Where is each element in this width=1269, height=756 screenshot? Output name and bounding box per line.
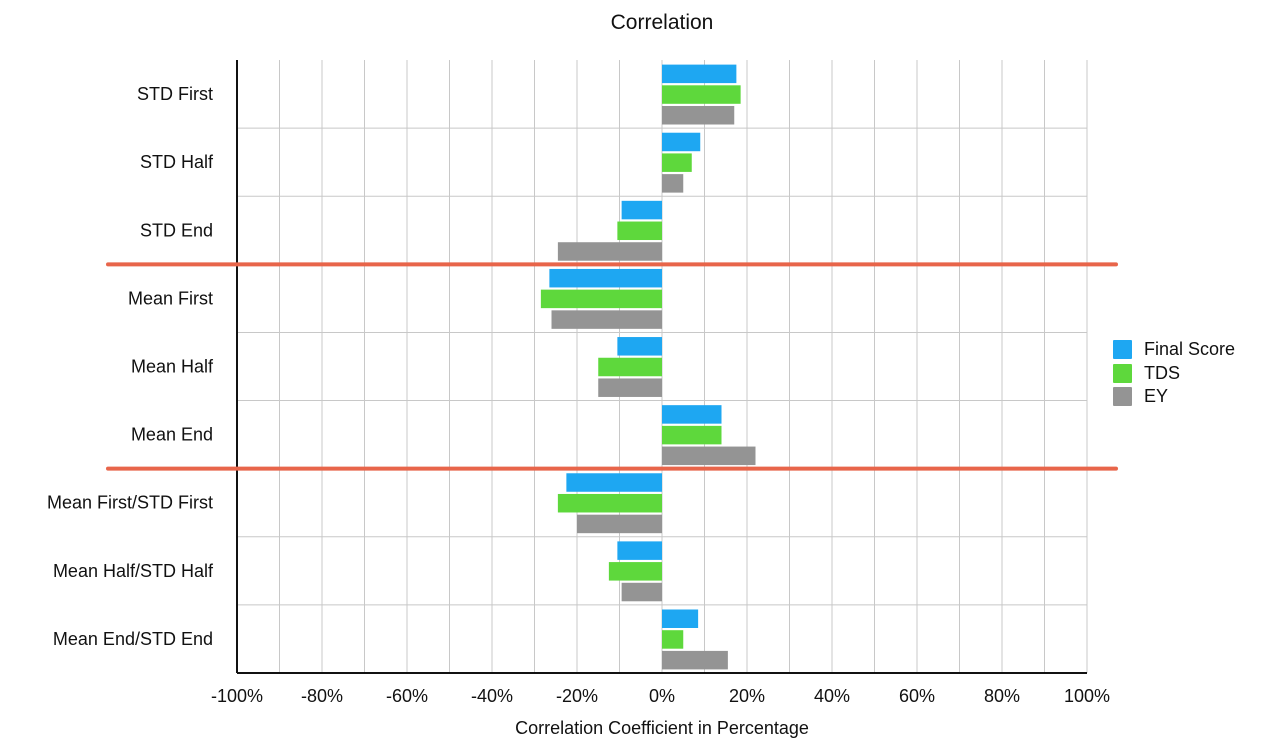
legend-label: EY [1144, 386, 1169, 407]
bar-final-score [617, 541, 662, 560]
chart-title: Correlation [610, 11, 714, 34]
y-tick-label: Mean Half/STD Half [53, 561, 214, 581]
legend-swatch-tds [1113, 363, 1132, 383]
bar-final-score [662, 609, 699, 628]
bar-tds [608, 562, 662, 581]
y-tick-label: STD Half [140, 152, 214, 172]
bar-tds [662, 153, 692, 172]
y-tick-label: STD End [140, 220, 213, 240]
bar-tds [662, 425, 722, 445]
bar-tds [557, 493, 662, 513]
legend-swatch-ey [1113, 387, 1132, 407]
bar-ey [662, 174, 684, 193]
legend-item-ey: EY [1113, 385, 1235, 409]
y-tick-label: Mean First [128, 288, 213, 308]
bar-final-score [617, 337, 662, 356]
bar-final-score [549, 268, 662, 288]
x-tick-label: -40% [471, 686, 513, 706]
y-tick-label: STD First [137, 84, 213, 104]
bar-ey [577, 514, 662, 534]
x-tick-label: 80% [984, 686, 1020, 706]
bar-final-score [621, 200, 662, 220]
bar-tds [540, 289, 662, 309]
bar-ey [662, 106, 735, 125]
bar-tds [598, 357, 662, 377]
legend-swatch-final-score [1113, 340, 1132, 360]
x-tick-label: -60% [386, 686, 428, 706]
bar-final-score [566, 473, 662, 492]
y-tick-label: Mean End [131, 425, 213, 445]
y-tick-label: Mean Half [131, 357, 214, 377]
x-tick-label: 100% [1064, 686, 1110, 706]
bar-final-score [662, 64, 737, 84]
x-tick-label: 0% [649, 686, 675, 706]
y-tick-label: Mean End/STD End [53, 629, 213, 649]
bar-ey [598, 378, 662, 397]
bar-tds [617, 221, 662, 241]
legend: Final Score TDS EY [1113, 338, 1235, 409]
x-tick-label: 40% [814, 686, 850, 706]
x-tick-label: -80% [301, 686, 343, 706]
legend-item-final-score: Final Score [1113, 338, 1235, 362]
bar-tds [662, 85, 741, 104]
bar-ey [662, 650, 728, 670]
bar-ey [557, 242, 662, 261]
x-tick-label: 60% [899, 686, 935, 706]
x-tick-label: 20% [729, 686, 765, 706]
bar-final-score [662, 405, 722, 424]
bar-final-score [662, 132, 701, 152]
bar-ey [621, 582, 662, 602]
legend-item-tds: TDS [1113, 362, 1235, 386]
x-tick-label: -20% [556, 686, 598, 706]
bar-tds [662, 630, 684, 649]
bar-ey [551, 310, 662, 329]
x-axis-title: Correlation Coefficient in Percentage [515, 718, 809, 738]
x-tick-label: -100% [211, 686, 263, 706]
y-tick-label: Mean First/STD First [47, 493, 213, 513]
legend-label: Final Score [1144, 339, 1236, 360]
legend-label: TDS [1144, 362, 1180, 383]
bar-ey [662, 446, 756, 466]
